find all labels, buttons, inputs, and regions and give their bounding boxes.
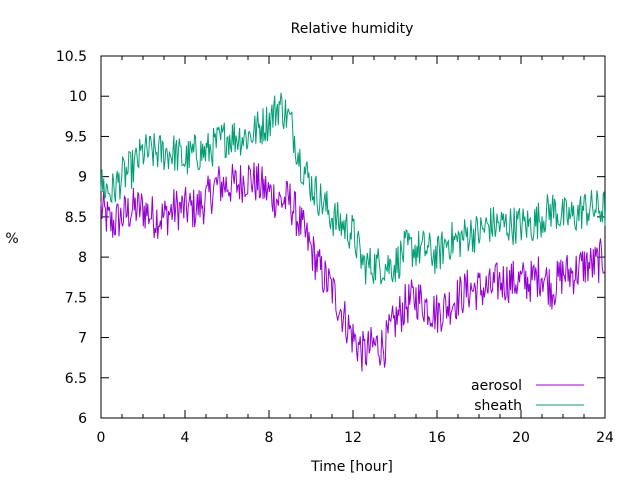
chart-title: Relative humidity: [291, 21, 414, 37]
series-line-aerosol: [100, 162, 606, 372]
x-tick-label: 24: [596, 430, 614, 446]
legend: aerosol sheath: [471, 378, 584, 414]
y-tick-label: 9.5: [65, 129, 87, 145]
y-tick-label: 8.5: [65, 210, 87, 226]
y-tick-label: 9: [78, 170, 87, 186]
y-tick-label: 7.5: [65, 290, 87, 306]
x-tick-label: 0: [97, 430, 106, 446]
y-axis-label: %: [5, 231, 18, 247]
y-tick-label: 7: [78, 331, 87, 347]
legend-label-aerosol: aerosol: [471, 378, 522, 394]
plot-frame: [100, 55, 606, 419]
series-lines: [100, 92, 606, 372]
x-tick-label: 12: [344, 430, 362, 446]
y-tick-label: 8: [78, 250, 87, 266]
y-tick-label: 6.5: [65, 371, 87, 387]
x-tick-label: 4: [181, 430, 190, 446]
y-tick-label: 10.5: [56, 49, 87, 65]
axis-ticks: 0 4 8 12 16 20 24 6 6.5 7 7.5 8 8.5 9 9.5 10 10.5: [56, 49, 614, 446]
y-tick-label: 10: [69, 89, 87, 105]
x-axis-label: Time [hour]: [310, 459, 393, 475]
x-tick-label: 8: [265, 430, 274, 446]
series-line-sheath: [100, 92, 606, 285]
x-tick-label: 16: [428, 430, 446, 446]
x-tick-label: 20: [512, 430, 530, 446]
legend-label-sheath: sheath: [474, 398, 522, 414]
y-tick-label: 6: [78, 411, 87, 427]
